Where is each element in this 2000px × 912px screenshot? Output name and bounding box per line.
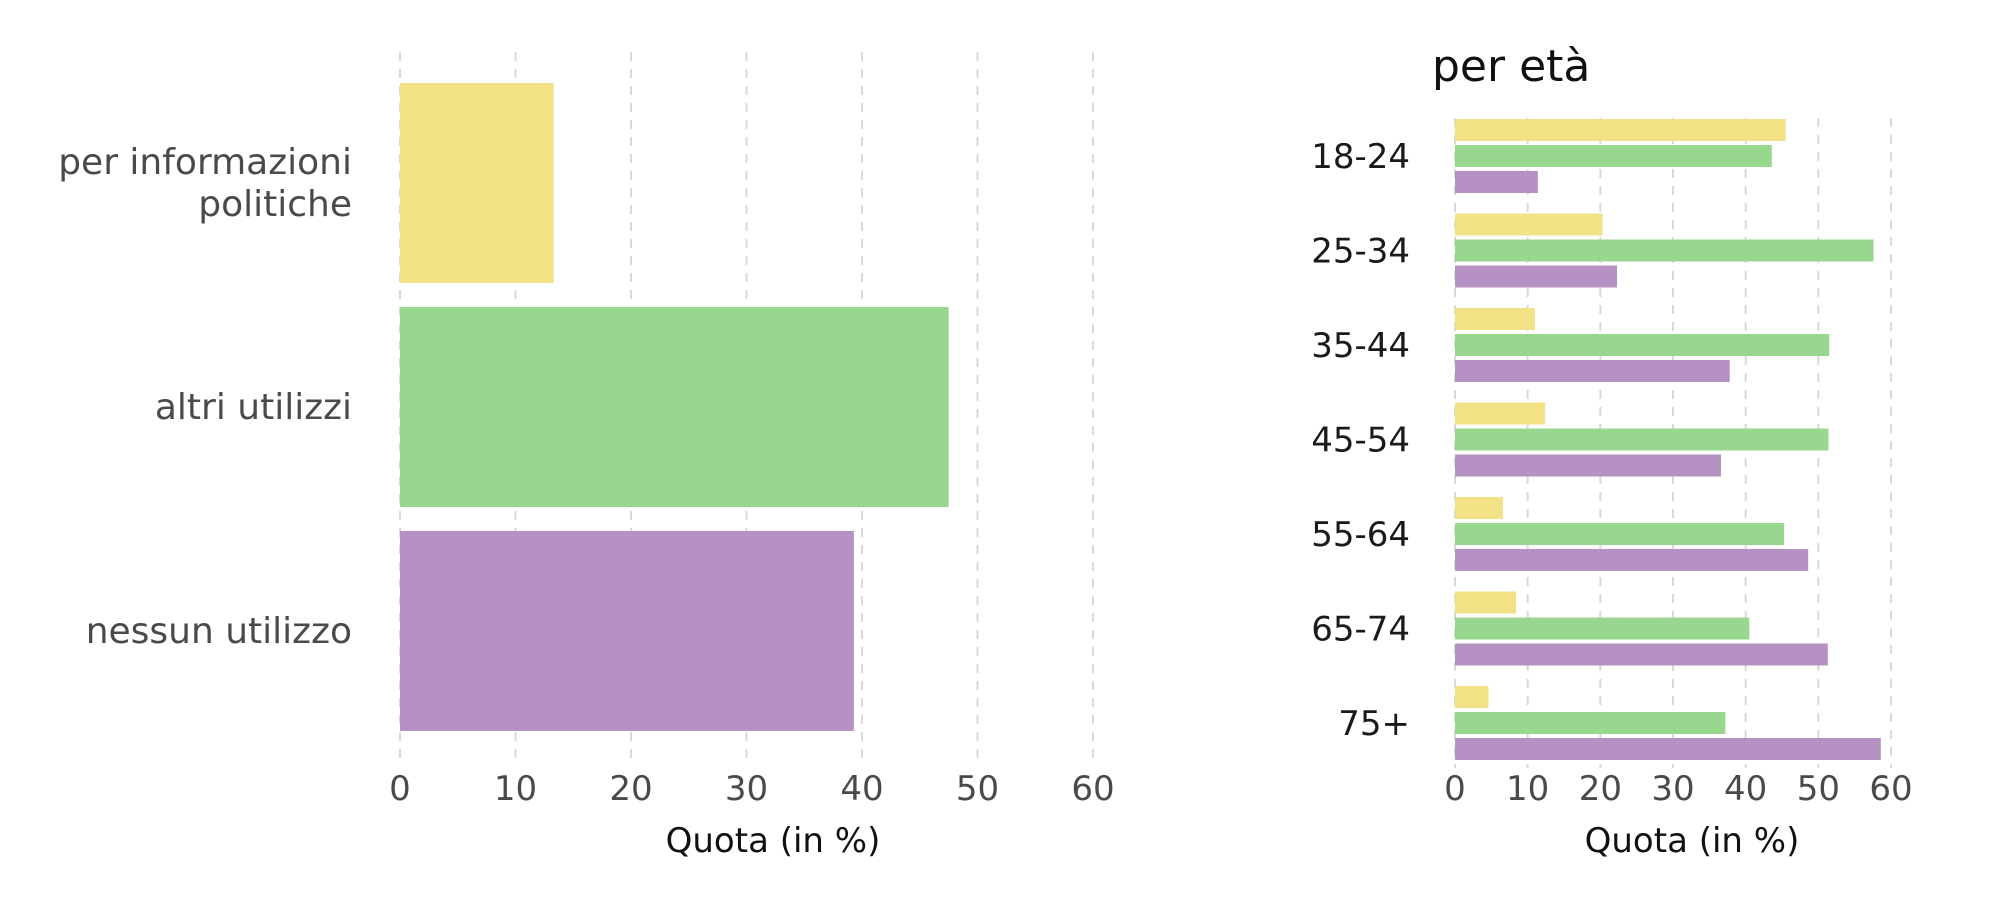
right-x-axis-title: Quota (in %) [1585,821,1800,861]
right-age-label: 45-54 [1311,421,1410,461]
right-bar [1455,617,1750,640]
left-category-label: altri utilizzi [155,387,352,428]
left-bars [400,83,949,731]
right-bar [1455,428,1829,451]
right-bar [1455,334,1830,356]
right-bar [1455,523,1785,545]
left-x-tick-label: 0 [389,769,411,809]
right-age-label: 25-34 [1311,232,1410,272]
right-bar [1455,497,1503,519]
left-x-tick-labels: 0 10 20 30 40 50 60 [389,769,1114,809]
right-bar [1455,119,1786,141]
right-bars [1455,119,1881,760]
left-x-tick-label: 60 [1071,769,1114,809]
left-x-tick-label: 10 [494,769,537,809]
left-x-tick-label: 50 [956,769,999,809]
left-category-label: per informazioni [58,142,352,183]
right-x-tick-label: 20 [1579,769,1622,809]
right-x-tick-labels: 0 10 20 30 40 50 60 [1444,769,1912,809]
right-x-tick-label: 30 [1651,769,1694,809]
right-x-tick-label: 50 [1797,769,1840,809]
right-age-label: 75+ [1338,704,1410,744]
right-bar [1455,360,1730,382]
right-bar [1455,213,1603,236]
left-category-label: politiche [198,184,352,225]
left-bar [400,307,949,507]
right-x-tick-label: 40 [1724,769,1767,809]
right-bar [1455,686,1489,708]
right-age-label: 35-44 [1311,326,1410,366]
right-bar [1455,239,1874,262]
left-x-tick-label: 20 [609,769,652,809]
right-x-tick-label: 60 [1869,769,1912,809]
right-bar [1455,308,1535,330]
right-bar [1455,454,1721,477]
right-bar [1455,643,1828,666]
right-bar [1455,712,1726,734]
left-bar [400,83,554,283]
right-age-label: 65-74 [1311,610,1410,650]
right-panel-title: per età [1432,41,1590,92]
right-bar [1455,738,1881,760]
right-bar [1455,549,1809,571]
right-bar [1455,591,1517,614]
right-x-tick-label: 0 [1444,769,1466,809]
right-bar [1455,265,1618,288]
left-x-axis-title: Quota (in %) [666,821,881,861]
right-age-labels: 18-24 25-34 35-44 45-54 55-64 65-74 75+ [1311,137,1410,744]
right-bar [1455,402,1546,425]
right-bar [1455,171,1538,193]
left-x-tick-label: 40 [840,769,883,809]
right-age-label: 55-64 [1311,515,1410,555]
left-bar [400,531,854,731]
left-x-tick-label: 30 [725,769,768,809]
usage-by-age-chart: per età 18-24 25-34 35-44 45-54 55-64 65-74 75… [1311,41,1912,861]
left-category-label: nessun utilizzo [86,611,352,652]
right-age-label: 18-24 [1311,137,1410,177]
right-x-tick-label: 10 [1506,769,1549,809]
right-bar [1455,145,1772,167]
